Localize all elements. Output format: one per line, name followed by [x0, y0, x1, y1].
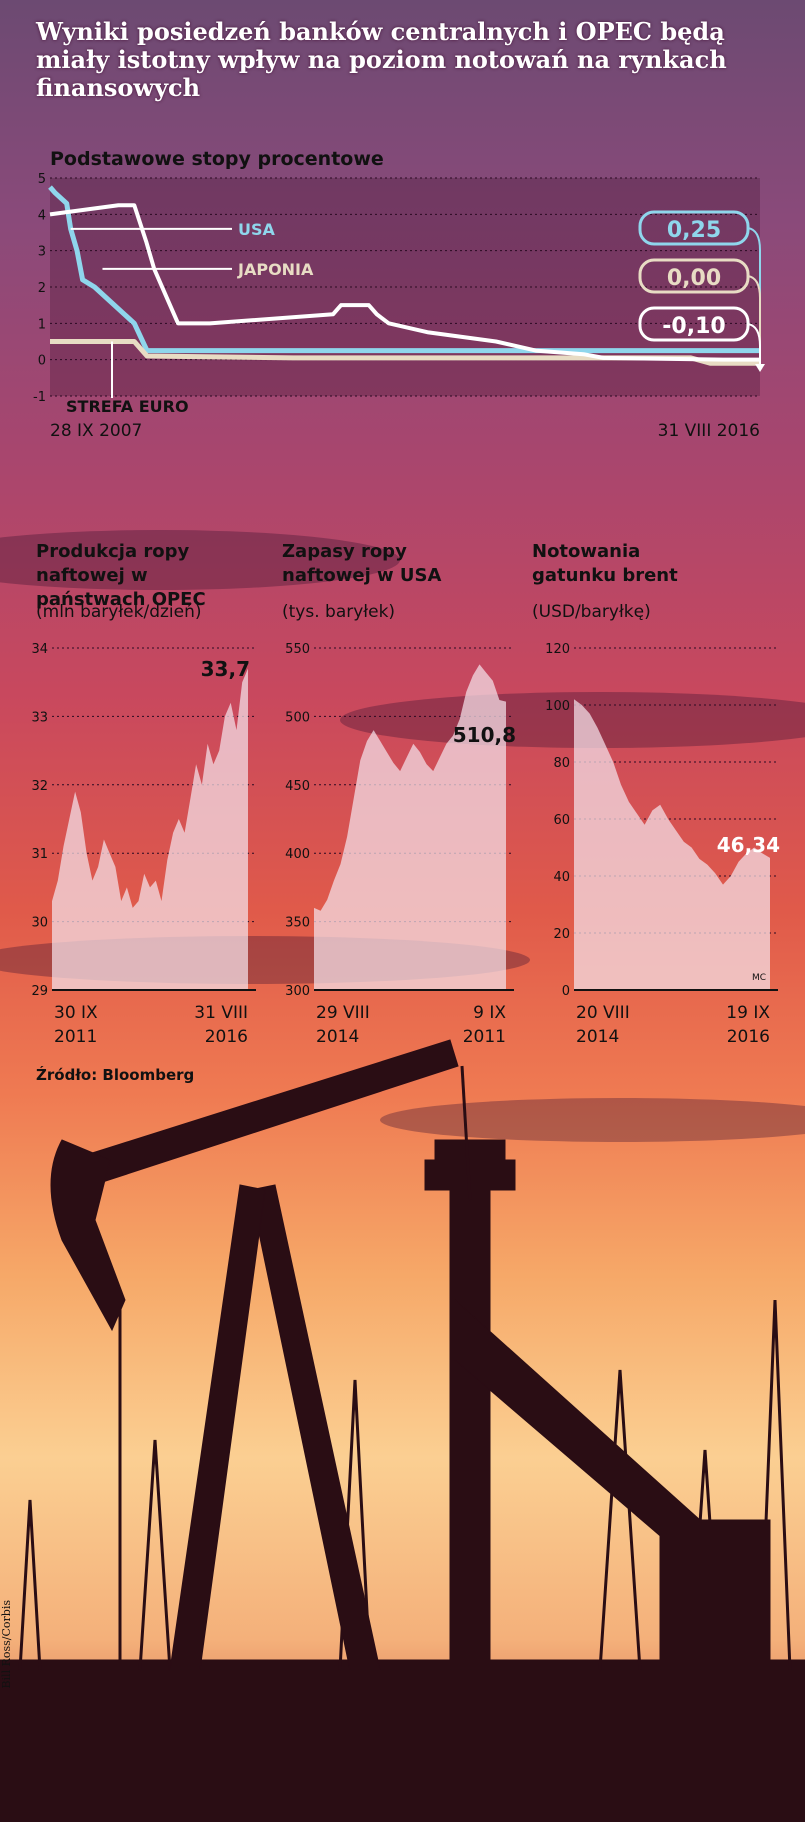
area-fill [52, 668, 248, 990]
area-x-end-label: 9 IX [473, 1003, 506, 1023]
area-ytick-label: 500 [285, 710, 310, 725]
brent-price-chart: 0 20 40 60 80 100 120 46,34 20 VIII 2014 19 IX 2016… [545, 642, 780, 1047]
rates-ytick-label: 3 [38, 245, 46, 260]
area-ytick-label: 0 [562, 984, 570, 999]
rates-arrow-head [755, 364, 765, 372]
area-ytick-label: 350 [285, 916, 310, 931]
rates-series-label: JAPONIA [237, 260, 314, 279]
rates-series-label: USA [238, 220, 276, 239]
area-ytick-label: 30 [31, 916, 48, 931]
area-ytick-label: 80 [553, 756, 570, 771]
area-ytick-label: 550 [285, 642, 310, 657]
rates-series-line-1 [50, 339, 760, 366]
area-last-value-label: 510,8 [453, 723, 516, 747]
area-ytick-label: 450 [285, 779, 310, 794]
area-ytick-label: 60 [553, 813, 570, 828]
brent-chart-title: Notowania gatunku brent [532, 541, 678, 586]
rates-series-line-2 [49, 203, 760, 362]
rates-ytick-label: 0 [38, 354, 46, 369]
page-title: Wyniki posiedzeń banków centralnych i OP… [36, 17, 727, 102]
rates-x-start-label: 28 IX 2007 [50, 421, 142, 441]
area-ytick-label: 100 [545, 699, 570, 714]
area-ytick-label: 32 [31, 779, 48, 794]
rates-ytick-label: 2 [38, 281, 46, 296]
usa-stock-chart-unit: (tys. baryłek) [282, 602, 396, 622]
area-x-end-label: 2016 [205, 1027, 248, 1047]
photo-credit: Bill Ross/Corbis [0, 1600, 13, 1689]
area-x-end-label: 2016 [727, 1027, 770, 1047]
interest-rates-chart: -1 0 1 2 3 4 5 USA JAPONIA STREFA EURO 0,25 0,00 -0,… [33, 172, 765, 441]
area-x-start-label: 30 IX [54, 1003, 98, 1023]
area-x-start-label: 2014 [316, 1027, 359, 1047]
area-ytick-label: 31 [31, 847, 48, 862]
usa-stock-chart-title: Zapasy ropy naftowej w USA [282, 541, 442, 586]
area-fill [574, 699, 770, 990]
area-x-end-label: 2011 [463, 1027, 506, 1047]
rates-end-leader [747, 227, 761, 368]
rates-ytick-label: -1 [33, 390, 46, 405]
area-ytick-label: 40 [553, 870, 570, 885]
rates-end-leader [747, 323, 761, 368]
rates-chart-title: Podstawowe stopy procentowe [50, 148, 384, 170]
opec-chart-unit: (mln baryłek/dzień) [36, 602, 202, 622]
rates-x-end-label: 31 VIII 2016 [658, 421, 760, 441]
area-x-start-label: 29 VIII [316, 1003, 370, 1023]
opec-production-chart: 29 30 31 32 33 34 33,7 30 IX 2011 31 VIII 2016 [31, 642, 256, 1047]
usa-oil-stock-chart: 300 350 400 450 500 550 510,8 29 VIII 2014 9 IX 20… [285, 642, 516, 1047]
area-ytick-label: 400 [285, 847, 310, 862]
area-ytick-label: 33 [31, 710, 48, 725]
source-note: Źródło: Bloomberg [36, 1066, 195, 1084]
rates-end-value: 0,00 [667, 266, 721, 291]
rates-series-label: STREFA EURO [66, 397, 189, 416]
rates-ytick-label: 4 [38, 208, 46, 223]
rates-end-leader [747, 275, 761, 368]
area-ytick-label: 34 [31, 642, 48, 657]
author-initials: MC [752, 973, 766, 983]
area-ytick-label: 29 [31, 984, 48, 999]
area-ytick-label: 120 [545, 642, 570, 657]
opec-chart-title: Produkcja ropy naftowej w państwach OPEC [36, 541, 206, 610]
area-x-end-label: 19 IX [726, 1003, 770, 1023]
area-x-start-label: 20 VIII [576, 1003, 630, 1023]
rates-end-value: -0,10 [662, 314, 725, 339]
rates-ytick-label: 5 [38, 172, 46, 187]
brent-chart-unit: (USD/baryłkę) [532, 602, 651, 622]
area-x-start-label: 2011 [54, 1027, 97, 1047]
area-x-start-label: 2014 [576, 1027, 619, 1047]
area-last-value-label: 46,34 [717, 833, 780, 857]
rates-end-value: 0,25 [667, 218, 721, 243]
area-x-end-label: 31 VIII [194, 1003, 248, 1023]
rates-series-line-0 [48, 185, 760, 354]
area-ytick-label: 300 [285, 984, 310, 999]
area-fill [314, 664, 506, 990]
area-last-value-label: 33,7 [201, 657, 250, 681]
rates-ytick-label: 1 [38, 317, 46, 332]
area-ytick-label: 20 [553, 927, 570, 942]
